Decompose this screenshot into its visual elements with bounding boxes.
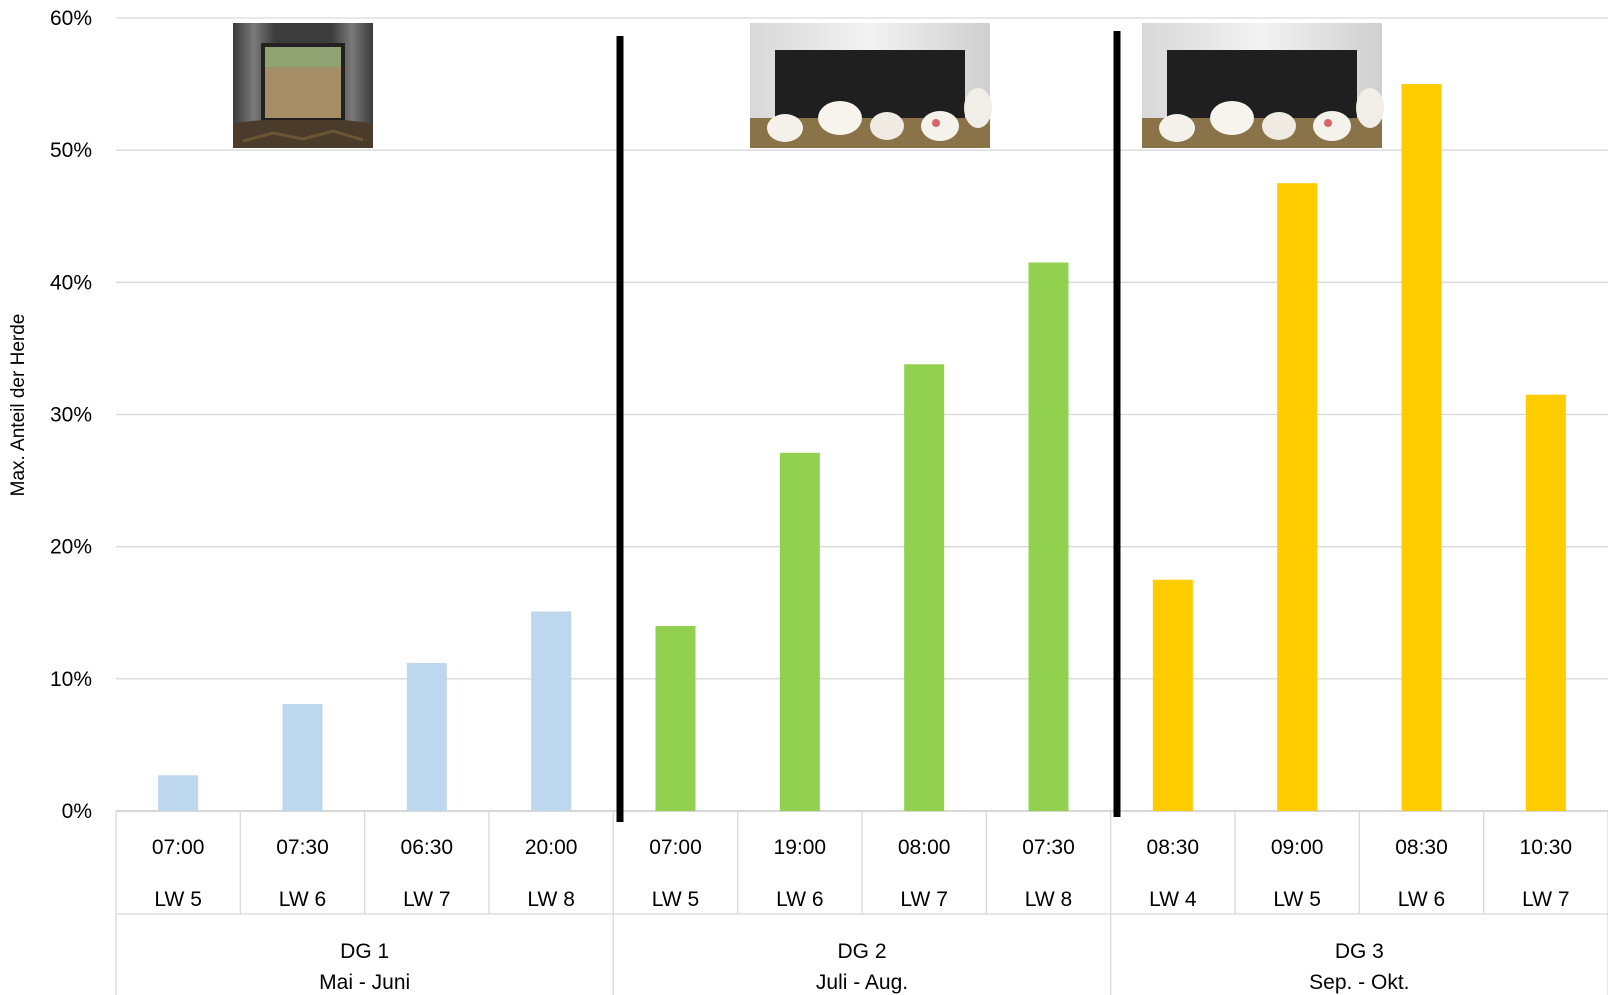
x-week-label: LW 6 [279, 888, 326, 911]
bar [1525, 394, 1566, 811]
x-week-label: LW 8 [1025, 888, 1072, 911]
x-axis: 07:00 LW 5 07:30 LW 6 06:30 LW 7 20:00 LW 8 DG 1… [115, 811, 1608, 995]
y-tick-label: 10% [50, 668, 92, 691]
x-time-label: 09:00 [1271, 836, 1324, 859]
y-tick-label: 20% [50, 536, 92, 559]
x-time-label: 08:00 [898, 836, 951, 859]
x-week-label: LW 5 [1273, 888, 1320, 911]
group-name-label: DG 3 [1335, 940, 1384, 963]
group-separators [616, 31, 1121, 822]
chickens-at-opening-photo [750, 23, 992, 148]
x-time-label: 20:00 [525, 836, 578, 859]
x-time-label: 10:30 [1520, 836, 1573, 859]
x-time-label: 07:30 [276, 836, 329, 859]
bar [904, 364, 945, 811]
y-tick-label: 0% [62, 800, 92, 823]
bar [1152, 579, 1193, 811]
barn-opening-photo [233, 23, 373, 148]
bar [531, 611, 572, 811]
bar [282, 703, 323, 811]
group-period-label: Sep. - Okt. [1309, 971, 1409, 994]
x-week-label: LW 6 [776, 888, 823, 911]
x-week-label: LW 7 [900, 888, 947, 911]
x-time-label: 07:00 [649, 836, 702, 859]
x-time-label: 08:30 [1395, 836, 1448, 859]
group-period-label: Mai - Juni [319, 971, 410, 994]
y-axis-ticks: 0% 10% 20% 30% 40% 50% 60% [50, 7, 92, 823]
x-week-label: LW 7 [1522, 888, 1569, 911]
x-week-label: LW 4 [1149, 888, 1197, 911]
group-name-label: DG 2 [837, 940, 886, 963]
y-tick-label: 40% [50, 271, 92, 294]
bar [406, 662, 447, 811]
x-time-label: 08:30 [1147, 836, 1200, 859]
bar [1028, 262, 1069, 812]
y-axis-label: Max. Anteil der Herde [8, 314, 29, 497]
bar [1277, 183, 1318, 812]
bar [1401, 84, 1442, 812]
x-week-label: LW 6 [1398, 888, 1445, 911]
x-week-label: LW 8 [527, 888, 574, 911]
x-week-label: LW 5 [652, 888, 699, 911]
gridlines [116, 17, 1608, 812]
x-time-label: 19:00 [774, 836, 827, 859]
bar [158, 775, 199, 811]
group-name-label: DG 1 [340, 940, 389, 963]
bar [655, 625, 696, 811]
x-time-label: 07:30 [1022, 836, 1075, 859]
x-time-label: 07:00 [152, 836, 205, 859]
y-tick-label: 60% [50, 7, 92, 30]
bar [779, 452, 820, 811]
x-time-label: 06:30 [401, 836, 454, 859]
group-period-label: Juli - Aug. [816, 971, 908, 994]
bar-series [158, 84, 1566, 812]
y-tick-label: 30% [50, 404, 92, 427]
x-week-label: LW 5 [154, 888, 201, 911]
chickens-at-opening-photo [1142, 23, 1384, 148]
x-week-label: LW 7 [403, 888, 450, 911]
y-tick-label: 50% [50, 139, 92, 162]
